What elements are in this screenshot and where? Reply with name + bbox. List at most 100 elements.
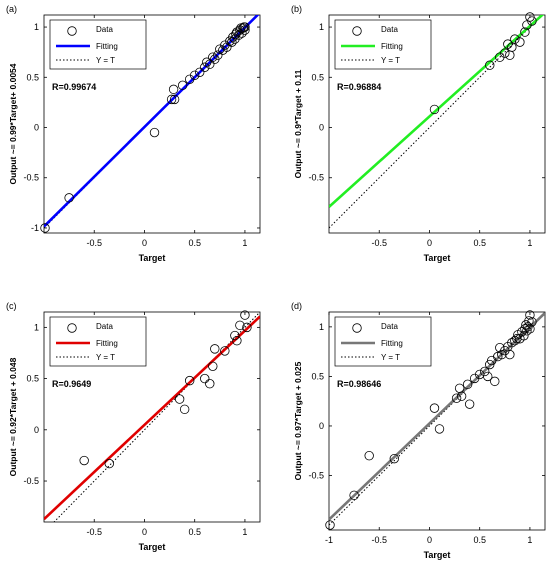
y-axis-label: Output ~= 0.99*Target+ 0.0054	[8, 63, 18, 184]
x-tick-label: 1	[527, 535, 532, 545]
data-point	[451, 393, 462, 403]
lines-layer	[329, 312, 545, 526]
x-tick-label: 0	[142, 238, 147, 248]
y-tick-label: 1	[319, 22, 324, 32]
lines-layer	[44, 312, 260, 522]
data-point	[242, 322, 252, 333]
panel-c: -0.5 0 0.5 1 -0.5 0 0.5 1 Data Fitting Y = T R=0.96…	[6, 301, 261, 552]
data-point	[40, 223, 50, 233]
y-tick-label: 0	[319, 123, 324, 133]
data-point	[200, 373, 210, 384]
fitting-line	[329, 15, 545, 208]
panel-label: (a)	[6, 4, 17, 14]
data-point	[202, 57, 212, 67]
legend-label-identity: Y = T	[96, 353, 115, 362]
data-point	[240, 22, 250, 32]
x-tick-label: 0	[427, 535, 432, 545]
data-point	[230, 330, 240, 341]
data-point	[520, 324, 530, 334]
panel-label: (b)	[291, 4, 302, 14]
data-point	[527, 16, 537, 26]
data-point	[179, 404, 190, 415]
data-point	[104, 458, 115, 469]
x-tick-label: 0	[427, 238, 432, 248]
legend: Data Fitting Y = T	[334, 316, 432, 367]
legend-box	[334, 19, 432, 70]
data-point	[232, 335, 242, 346]
data-point	[495, 342, 505, 353]
legend-data-marker	[352, 323, 362, 333]
data-point	[168, 84, 179, 95]
data-point	[237, 28, 247, 38]
data-point	[169, 94, 180, 105]
data-point	[429, 104, 440, 115]
fitting-line	[44, 315, 260, 521]
data-point	[166, 94, 177, 105]
legend-label-data: Data	[381, 25, 398, 34]
y-tick-label: 0	[34, 425, 39, 435]
data-point	[213, 50, 223, 60]
x-tick-label: -0.5	[371, 535, 387, 545]
x-tick-label: -1	[325, 535, 333, 545]
y-tick-label: 1	[319, 322, 324, 332]
x-tick-label: 1	[242, 238, 247, 248]
data-point	[512, 334, 522, 344]
y-tick-label: 0	[319, 421, 324, 431]
legend-box	[334, 316, 432, 367]
data-point	[195, 67, 205, 77]
data-point	[525, 310, 535, 320]
r-value-label: R=0.98646	[337, 379, 381, 389]
legend-data-marker	[67, 323, 77, 333]
data-points	[79, 310, 252, 469]
data-point	[222, 42, 232, 52]
legend-label-fitting: Fitting	[381, 42, 403, 51]
data-point	[184, 375, 195, 386]
data-points	[325, 310, 537, 530]
r-value-label: R=0.9649	[52, 379, 91, 389]
y-tick-label: -0.5	[308, 173, 324, 183]
y-tick-label: 0	[34, 123, 39, 133]
legend-label-fitting: Fitting	[96, 42, 118, 51]
panel-label: (d)	[291, 301, 302, 311]
y-tick-label: -0.5	[308, 471, 324, 481]
data-point	[462, 379, 473, 390]
data-point	[227, 37, 237, 47]
data-point	[240, 25, 250, 35]
data-point	[500, 48, 510, 58]
data-point	[149, 127, 160, 138]
legend-label-fitting: Fitting	[96, 339, 118, 348]
y-tick-label: 0.5	[26, 72, 39, 82]
legend: Data Fitting Y = T	[49, 19, 147, 70]
legend: Data Fitting Y = T	[49, 316, 147, 367]
data-point	[507, 42, 517, 52]
data-point	[208, 52, 218, 62]
x-tick-label: 1	[527, 238, 532, 248]
r-value-label: R=0.96884	[337, 82, 381, 92]
legend-label-data: Data	[381, 322, 398, 331]
legend-label-identity: Y = T	[381, 353, 400, 362]
legend-data-marker	[67, 26, 77, 36]
data-point	[483, 371, 493, 382]
data-point	[519, 331, 529, 341]
data-point	[490, 376, 500, 387]
data-point	[525, 324, 535, 334]
legend-label-identity: Y = T	[96, 56, 115, 65]
y-tick-label: 1	[34, 22, 39, 32]
data-point	[522, 326, 532, 336]
data-point	[235, 320, 245, 331]
x-axis-label: Target	[424, 253, 451, 263]
identity-line	[53, 312, 260, 522]
panel-a: -0.5 0 0.5 1 -1 -0.5 0 0.5 1 Data Fitting Y = T R=0.…	[6, 4, 261, 263]
legend-label-fitting: Fitting	[381, 339, 403, 348]
y-tick-label: 0.5	[311, 371, 324, 381]
data-point	[485, 60, 495, 70]
data-point	[480, 366, 490, 377]
data-point	[464, 399, 475, 409]
data-points	[40, 22, 250, 233]
x-tick-label: -0.5	[86, 238, 102, 248]
r-value-label: R=0.99674	[52, 82, 96, 92]
panel-label: (c)	[6, 301, 17, 311]
y-tick-label: -0.5	[23, 173, 39, 183]
y-tick-label: 1	[34, 322, 39, 332]
